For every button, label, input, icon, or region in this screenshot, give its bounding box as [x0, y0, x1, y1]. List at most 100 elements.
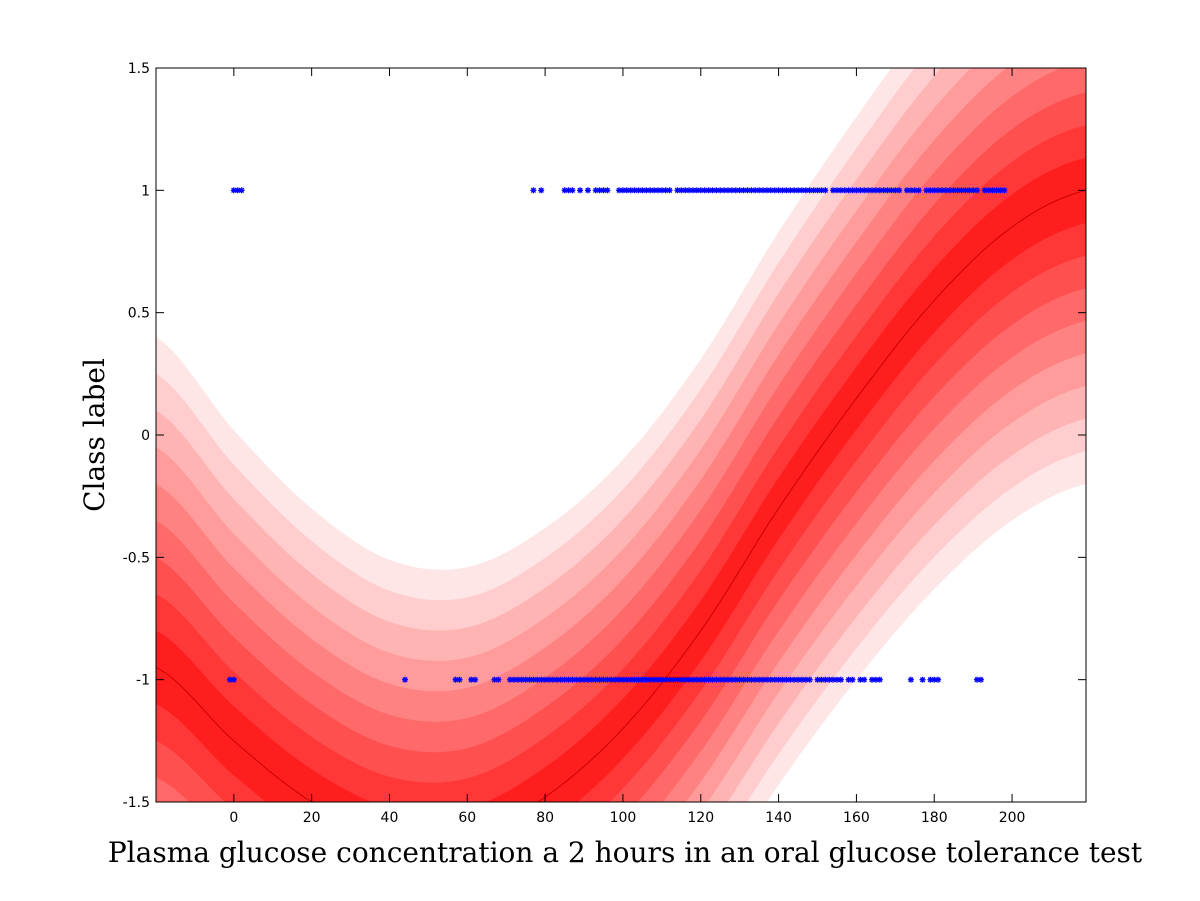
data-point: [584, 187, 591, 194]
data-point: [557, 676, 564, 683]
x-tick-label: 20: [303, 810, 321, 826]
x-tick-label: 200: [999, 810, 1026, 826]
data-point: [907, 676, 914, 683]
data-point: [775, 187, 782, 194]
data-point: [923, 187, 930, 194]
data-point: [701, 676, 708, 683]
data-point: [935, 187, 942, 194]
data-point: [717, 676, 724, 683]
data-point: [732, 187, 739, 194]
x-tick-label: 120: [687, 810, 714, 826]
data-point: [728, 187, 735, 194]
data-point: [876, 187, 883, 194]
data-point: [452, 676, 459, 683]
data-point: [666, 187, 673, 194]
data-point: [919, 676, 926, 683]
data-point: [849, 187, 856, 194]
data-point: [806, 676, 813, 683]
data-point: [721, 187, 728, 194]
data-point: [837, 676, 844, 683]
data-point: [721, 676, 728, 683]
y-axis-title: Class label: [78, 358, 111, 512]
band-level-5: [156, 68, 1086, 802]
data-point: [791, 676, 798, 683]
data-point: [771, 187, 778, 194]
data-point: [783, 676, 790, 683]
band-level-9: [156, 157, 1086, 802]
data-point: [798, 187, 805, 194]
data-point: [725, 676, 731, 683]
data-point: [651, 187, 658, 194]
data-point: [935, 676, 942, 683]
data-point: [619, 676, 626, 683]
scatter-points: [226, 187, 1008, 683]
x-tick-label: 0: [229, 810, 238, 826]
data-point: [561, 676, 568, 683]
data-point: [977, 676, 984, 683]
data-point: [674, 676, 681, 683]
data-point: [822, 187, 829, 194]
data-point: [690, 676, 696, 683]
data-point: [472, 676, 479, 683]
data-point: [530, 187, 537, 194]
data-point: [647, 676, 654, 683]
y-tick-label: -0.5: [123, 550, 150, 566]
data-point: [958, 187, 965, 194]
data-point: [1001, 187, 1008, 194]
data-point: [845, 676, 852, 683]
data-point: [238, 187, 245, 194]
data-point: [604, 187, 611, 194]
data-point: [779, 187, 786, 194]
data-point: [495, 676, 502, 683]
data-point: [538, 187, 545, 194]
data-point: [569, 187, 576, 194]
data-point: [577, 187, 584, 194]
series-2: [226, 676, 984, 683]
data-point: [744, 676, 751, 683]
data-point: [596, 187, 603, 194]
y-tick-label: 0: [141, 428, 150, 444]
data-point: [569, 676, 576, 683]
data-point: [670, 676, 677, 683]
data-point: [549, 676, 556, 683]
data-point: [522, 676, 529, 683]
data-point: [686, 187, 693, 194]
data-point: [662, 676, 669, 683]
data-point: [584, 676, 591, 683]
data-point: [713, 676, 720, 683]
data-point: [798, 676, 805, 683]
data-point: [861, 676, 868, 683]
axis-tick-labels: 0 20 40 60 80 100 120 140 160 180 200 -1.5 -1 -0.5 0 0.…: [123, 61, 1026, 826]
data-point: [834, 187, 840, 194]
data-point: [806, 187, 813, 194]
y-tick-label: 1: [141, 183, 150, 199]
x-tick-label: 180: [921, 810, 948, 826]
series-1: [230, 187, 1008, 194]
data-point: [592, 676, 599, 683]
data-point: [701, 187, 708, 194]
data-point: [752, 676, 759, 683]
x-tick-label: 100: [610, 810, 637, 826]
data-point: [814, 676, 821, 683]
x-axis-title: Plasma glucose concentration a 2 hours i…: [108, 836, 1143, 869]
y-tick-label: -1: [136, 673, 150, 689]
y-tick-label: 0.5: [128, 306, 150, 322]
data-point: [876, 676, 883, 683]
data-point: [627, 676, 634, 683]
data-point: [845, 187, 852, 194]
data-point: [849, 676, 856, 683]
data-point: [880, 187, 887, 194]
y-tick-label: 1.5: [128, 61, 150, 77]
data-point: [974, 187, 980, 194]
data-point: [783, 187, 790, 194]
data-point: [230, 676, 237, 683]
data-point: [511, 676, 517, 683]
y-tick-label: -1.5: [123, 795, 150, 811]
x-tick-label: 140: [765, 810, 792, 826]
regression-band: [156, 68, 1086, 802]
data-point: [588, 676, 595, 683]
data-point: [896, 187, 903, 194]
data-point: [456, 676, 463, 683]
data-point: [834, 676, 840, 683]
